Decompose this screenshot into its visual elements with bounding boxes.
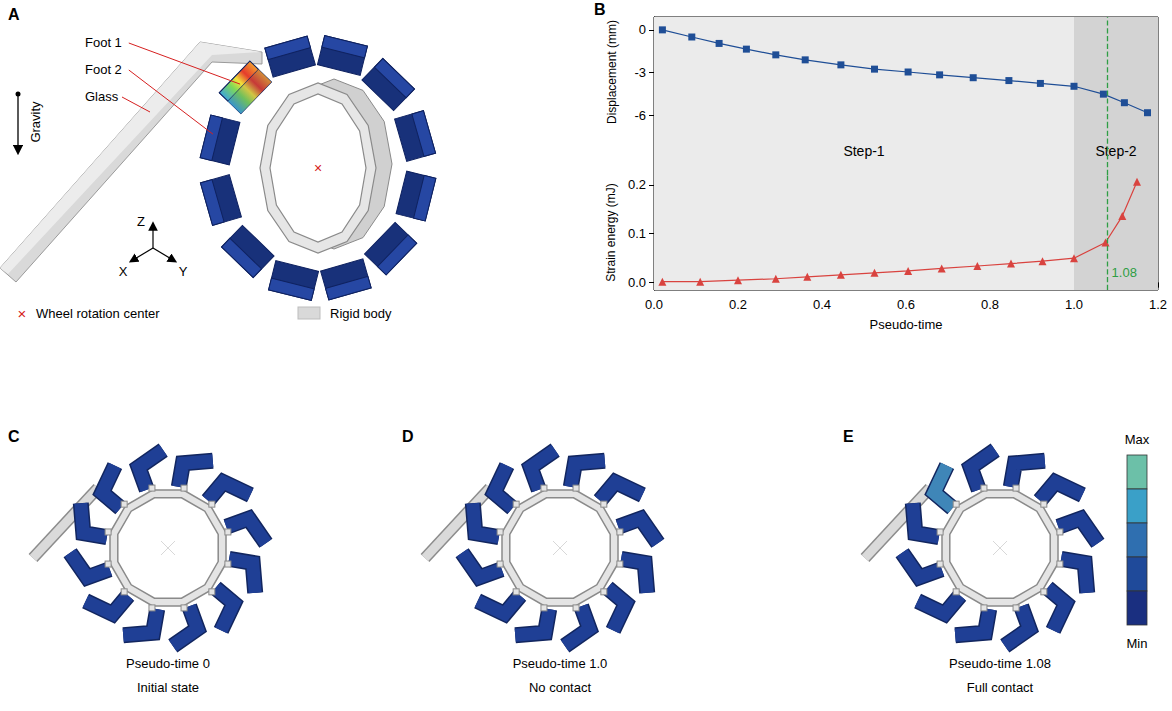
svg-text:Glass: Glass	[85, 89, 119, 104]
svg-text:0.2: 0.2	[628, 177, 646, 192]
svg-text:D: D	[402, 428, 414, 445]
svg-text:X: X	[119, 264, 128, 279]
svg-text:Min: Min	[1127, 636, 1148, 651]
svg-text:0.4: 0.4	[813, 297, 831, 312]
svg-text:Strain energy (mJ): Strain energy (mJ)	[604, 183, 618, 282]
svg-text:Pseudo-time: Pseudo-time	[870, 317, 943, 332]
svg-text:0.0: 0.0	[645, 297, 663, 312]
svg-text:Max: Max	[1125, 432, 1150, 447]
svg-text:0.0: 0.0	[628, 275, 646, 290]
svg-text:0.8: 0.8	[981, 297, 999, 312]
svg-text:Pseudo-time 1.08: Pseudo-time 1.08	[949, 656, 1051, 671]
svg-text:0.2: 0.2	[729, 297, 747, 312]
svg-text:0.6: 0.6	[897, 297, 915, 312]
svg-text:E: E	[843, 428, 854, 445]
svg-text:Rigid body: Rigid body	[330, 306, 392, 321]
svg-text:Displacement (mm): Displacement (mm)	[605, 20, 619, 124]
svg-text:Y: Y	[179, 264, 188, 279]
svg-text:0: 0	[639, 22, 646, 37]
svg-text:-3: -3	[634, 65, 646, 80]
svg-text:Pseudo-time 1.0: Pseudo-time 1.0	[513, 656, 608, 671]
svg-text:B: B	[594, 1, 606, 18]
svg-text:Initial state: Initial state	[137, 680, 199, 695]
svg-text:1.0: 1.0	[1065, 297, 1083, 312]
svg-text:1.2: 1.2	[1149, 297, 1167, 312]
svg-text:Wheel rotation center: Wheel rotation center	[36, 306, 160, 321]
svg-text:×: ×	[18, 305, 27, 322]
svg-text:Foot 2: Foot 2	[85, 62, 122, 77]
svg-text:1.08: 1.08	[1112, 265, 1137, 280]
svg-text:Step-1: Step-1	[843, 143, 884, 159]
svg-text:Foot 1: Foot 1	[85, 35, 122, 50]
svg-text:×: ×	[314, 160, 322, 176]
svg-text:A: A	[8, 6, 20, 23]
svg-text:0.1: 0.1	[628, 226, 646, 241]
svg-text:-6: -6	[634, 108, 646, 123]
svg-text:Gravity: Gravity	[28, 101, 43, 143]
svg-text:Pseudo-time 0: Pseudo-time 0	[126, 656, 210, 671]
svg-text:No contact: No contact	[529, 680, 592, 695]
svg-text:Full contact: Full contact	[967, 680, 1034, 695]
svg-text:C: C	[8, 428, 20, 445]
svg-text:Z: Z	[137, 214, 145, 229]
svg-text:Step-2: Step-2	[1095, 143, 1136, 159]
